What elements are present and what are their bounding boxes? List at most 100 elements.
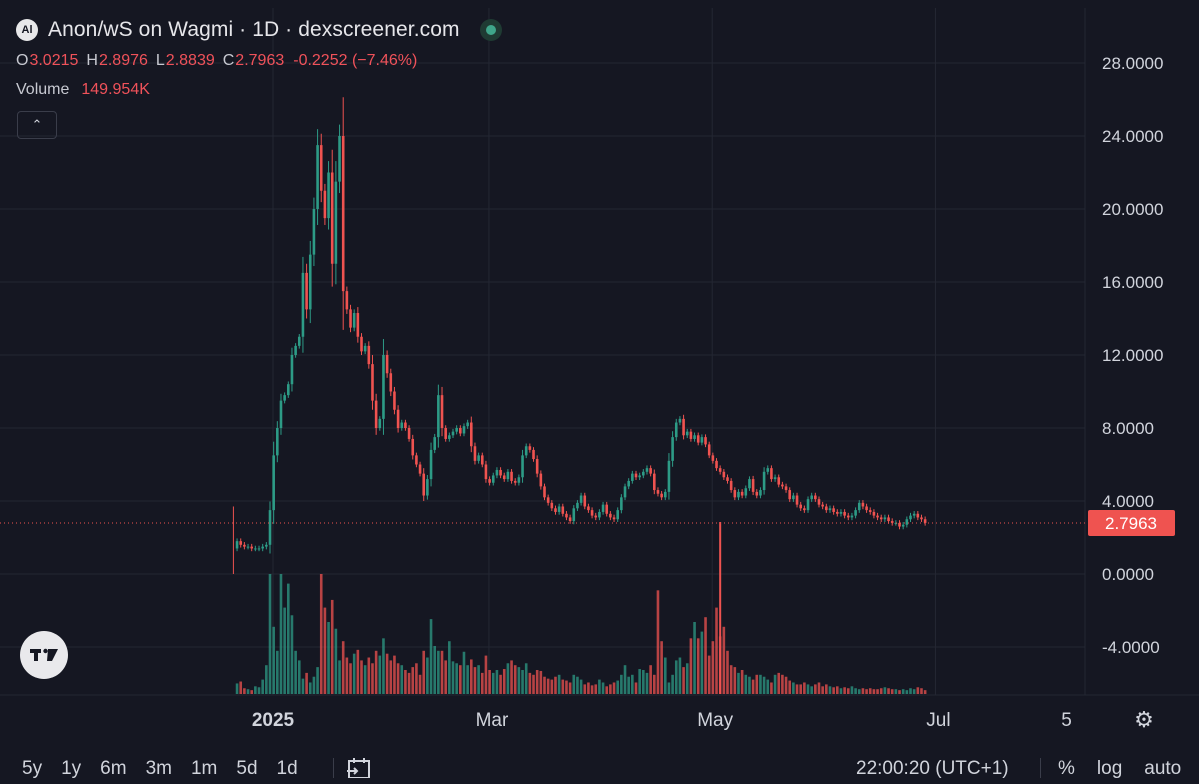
volume-bar [448, 641, 451, 694]
candle-body [836, 511, 839, 514]
volume-bar [901, 689, 905, 694]
candle-body [297, 336, 301, 346]
volume-bar [477, 665, 480, 694]
volume-bar [400, 665, 404, 694]
volume-bar [839, 688, 843, 694]
candle-body [601, 504, 605, 512]
candle-body [751, 479, 755, 492]
candle-body [832, 508, 835, 512]
candle-body [283, 395, 286, 401]
volume-readout: Volume 149.954K [16, 81, 150, 99]
candle-body [846, 515, 850, 518]
range-5d[interactable]: 5d [236, 758, 258, 779]
ohlc-low: L2.8839 [155, 52, 215, 69]
tradingview-logo-icon[interactable] [20, 631, 68, 679]
candle-body [429, 449, 433, 480]
candle-body [631, 473, 634, 481]
volume-bar [865, 689, 868, 694]
x-tick-label: 2025 [252, 710, 295, 731]
candle-body [400, 422, 404, 428]
volume-bar [883, 687, 887, 694]
volume-bar [279, 574, 283, 694]
candle-body [491, 475, 495, 483]
candle-body [620, 497, 623, 511]
volume-bar [568, 682, 572, 694]
candle-body [671, 437, 674, 461]
candle-body [294, 345, 297, 355]
candle-body [561, 506, 565, 514]
tv-mark-icon [30, 648, 58, 661]
candle-body [854, 510, 857, 516]
volume-bar [879, 688, 883, 694]
candle-body [459, 428, 462, 434]
candle-body [726, 477, 729, 481]
candle-body [488, 479, 491, 483]
candle-body [448, 435, 451, 439]
volume-bar [905, 690, 909, 694]
volume-bar [250, 690, 253, 694]
calendar-icon[interactable] [347, 758, 373, 784]
candle-body [653, 473, 656, 491]
range-6m[interactable]: 6m [100, 758, 127, 779]
volume-bar [740, 670, 744, 694]
volume-bar [543, 676, 546, 694]
volume-bar [854, 688, 857, 694]
toolbar-divider [333, 758, 334, 778]
candle-body [338, 136, 341, 182]
range-1m[interactable]: 1m [190, 758, 218, 779]
volume-bar [272, 626, 275, 694]
candle-body [440, 395, 444, 428]
candle-body [411, 438, 415, 456]
range-3m[interactable]: 3m [145, 758, 172, 779]
volume-bar [825, 684, 828, 694]
candle-body [287, 384, 290, 396]
candle-body [499, 469, 502, 476]
candle-body [905, 519, 909, 525]
volume-bar [631, 674, 634, 694]
log-scale-toggle[interactable]: log [1096, 758, 1123, 779]
volume-bar [594, 684, 598, 694]
volume-bar [513, 665, 517, 694]
pair-title: Anon/wS on Wagmi · 1D · dexscreener.com [48, 18, 460, 41]
volume-bar [737, 672, 740, 694]
candle-body [484, 464, 488, 480]
volume-bar [872, 689, 876, 694]
range-5y[interactable]: 5y [22, 758, 43, 779]
candle-body [707, 444, 711, 456]
y-tick-label: 4.0000 [1102, 492, 1154, 511]
volume-bar [437, 650, 440, 694]
volume-bar [671, 674, 674, 694]
volume-bar [587, 682, 590, 694]
clock-readout[interactable]: 22:00:20 (UTC+1) [856, 758, 1009, 779]
candle-body [243, 544, 246, 547]
range-1y[interactable]: 1y [61, 758, 82, 779]
candle-body [766, 468, 770, 472]
volume-bar [627, 676, 630, 694]
ohlc-high: H2.8976 [86, 52, 148, 69]
volume-bar [696, 638, 700, 694]
gear-icon[interactable]: ⚙ [1134, 707, 1154, 732]
candle-body [418, 464, 422, 474]
volume-bar [920, 688, 923, 694]
candle-body [466, 422, 469, 427]
auto-scale-toggle[interactable]: auto [1144, 758, 1182, 779]
volume-bar [638, 669, 641, 694]
volume-bar [649, 665, 652, 694]
volume-bar [634, 682, 638, 694]
volume-bar [243, 688, 246, 694]
candle-body [323, 190, 327, 219]
collapse-legend-button[interactable]: ⌃ [17, 111, 57, 139]
volume-bar [909, 688, 912, 694]
candle-body [451, 431, 455, 436]
candle-body [674, 422, 678, 438]
candle-body [923, 519, 927, 523]
volume-bar [484, 655, 488, 694]
candle-body [502, 475, 506, 480]
volume-bar [385, 653, 389, 694]
candle-body [590, 510, 594, 516]
volume-bar [605, 686, 609, 694]
candle-body [920, 517, 923, 520]
percent-scale-toggle[interactable]: % [1058, 758, 1075, 779]
range-1d[interactable]: 1d [276, 758, 298, 779]
